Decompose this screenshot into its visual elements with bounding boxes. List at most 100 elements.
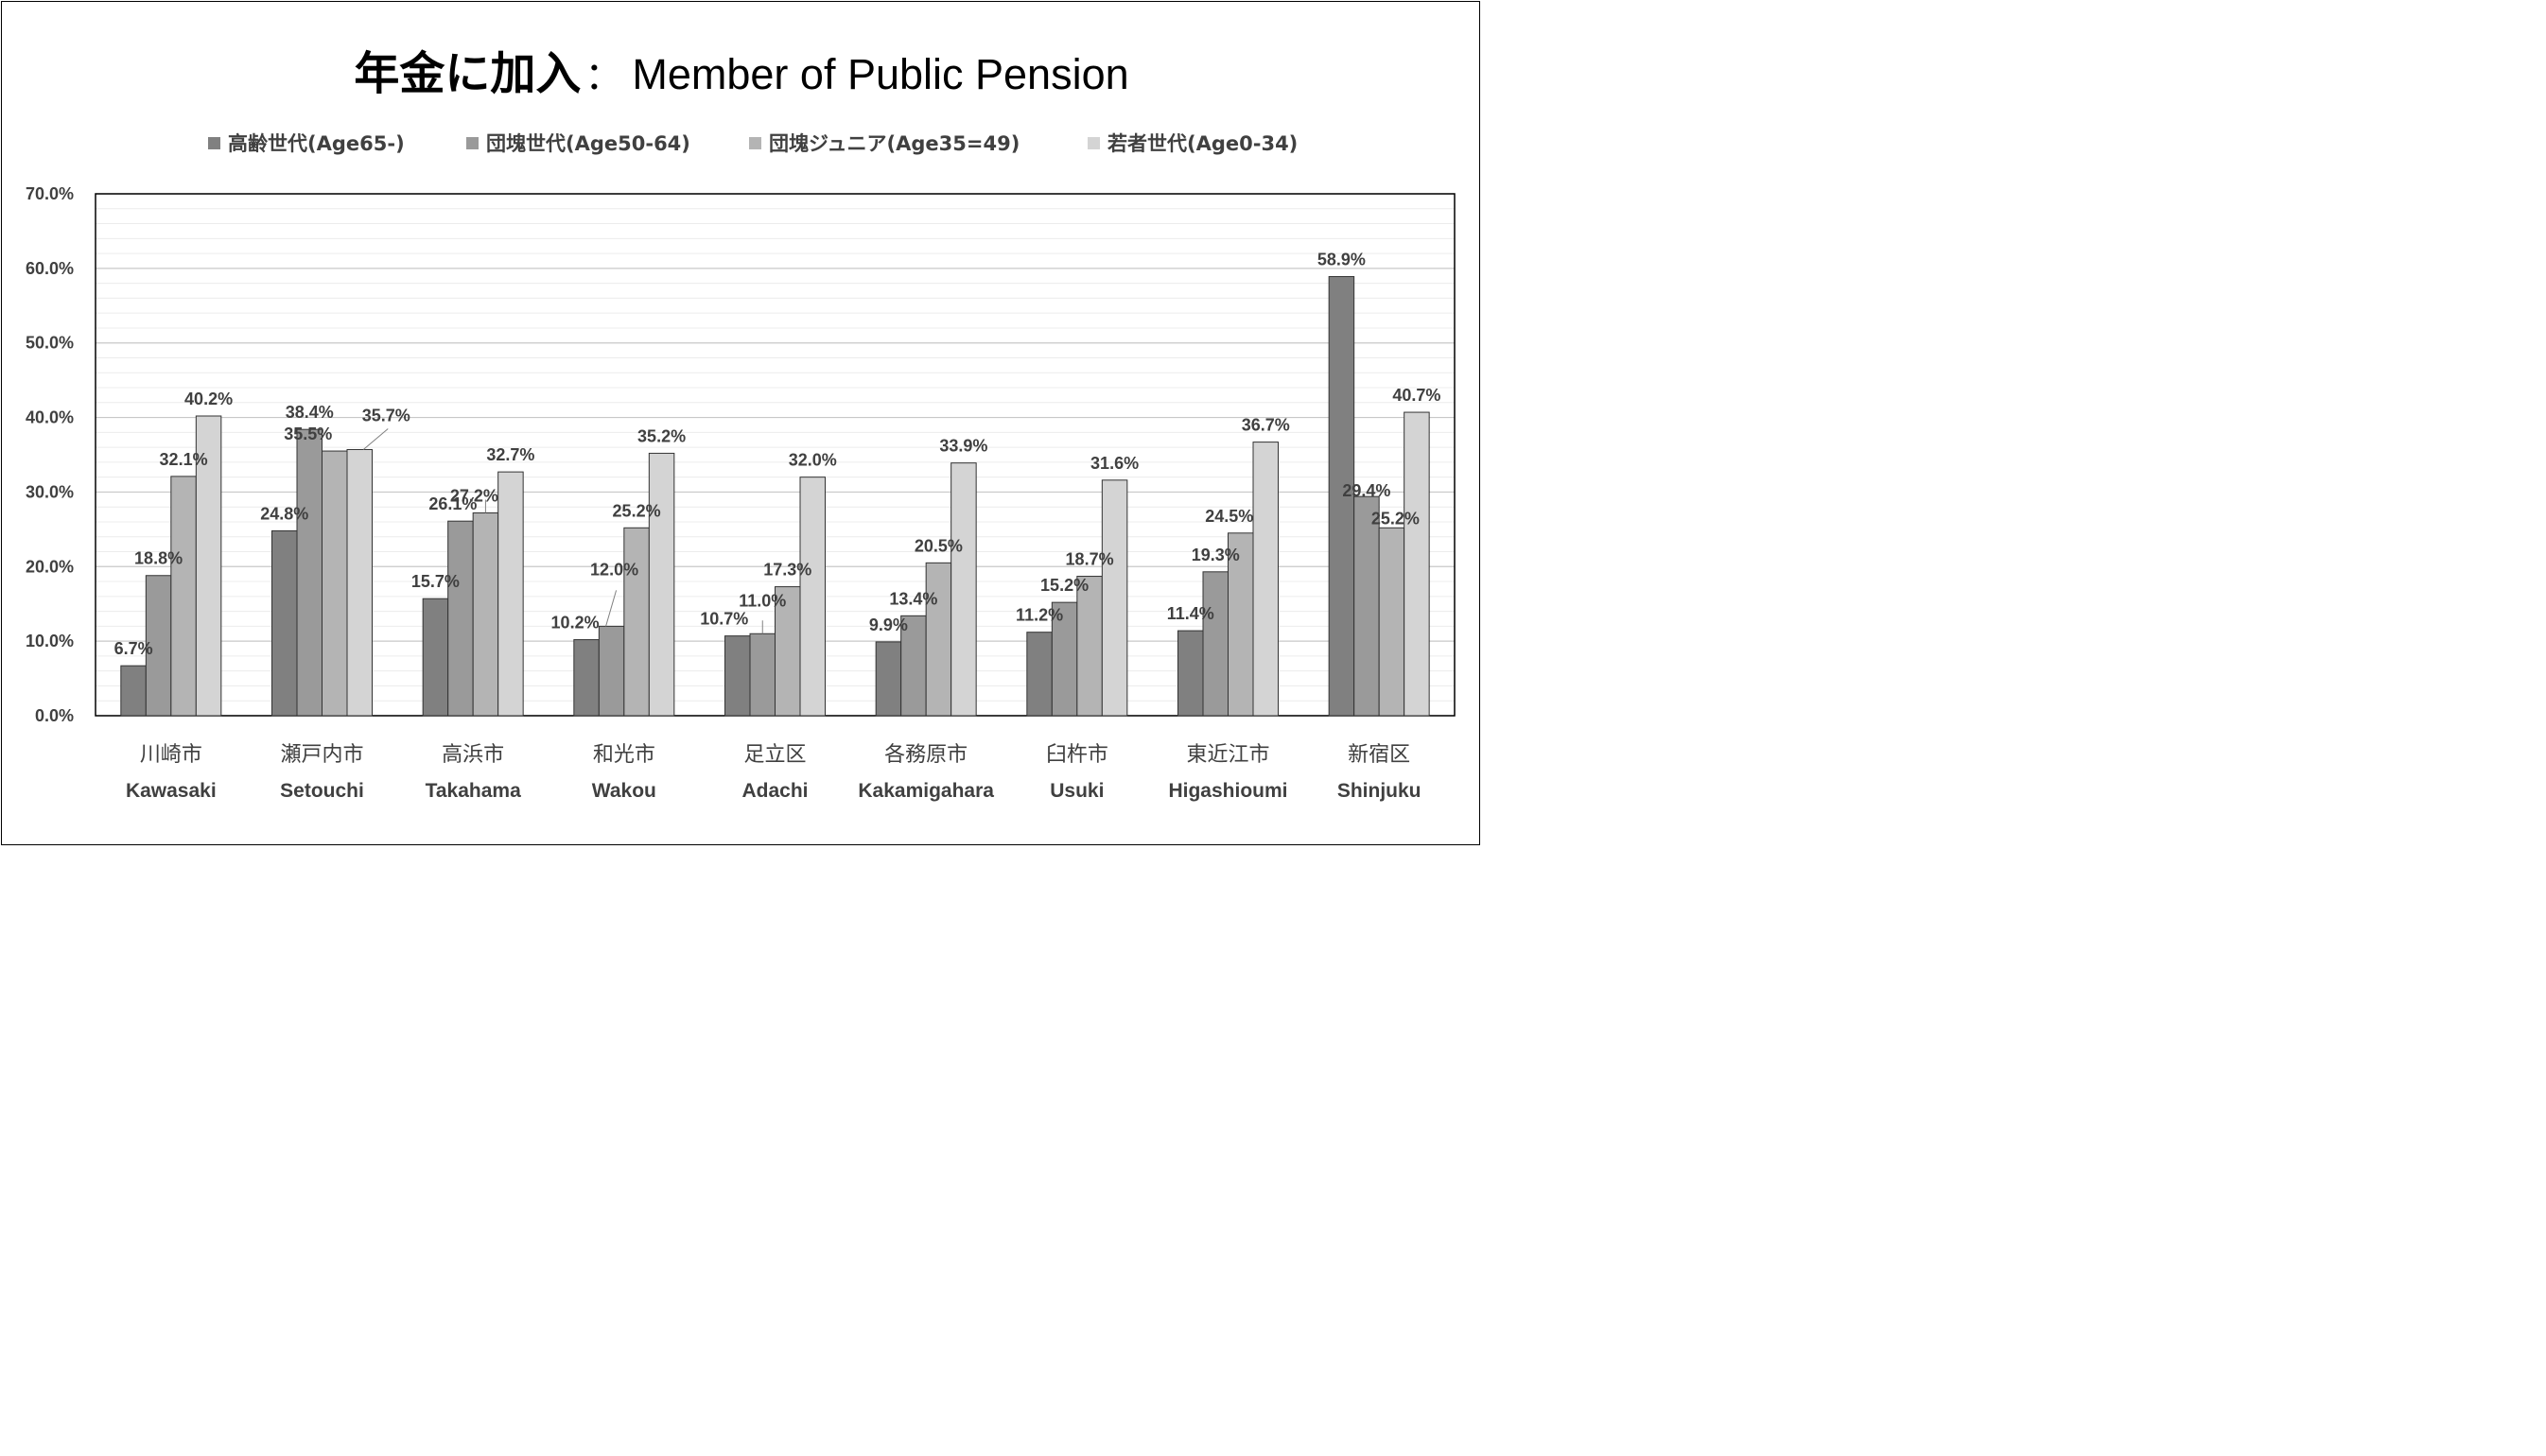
bar: [775, 586, 801, 717]
chart-title-separator: ：: [584, 55, 623, 98]
legend-label: 団塊ジュニア(Age35=49): [769, 132, 1020, 155]
data-label: 35.5%: [284, 425, 332, 443]
data-label: 20.5%: [915, 536, 963, 555]
chart-title-en: Member of Public Pension: [632, 50, 1129, 98]
data-label: 9.9%: [869, 615, 908, 634]
legend-item-age0-34: 若者世代(Age0-34): [1088, 129, 1298, 157]
bar: [296, 428, 323, 717]
data-label: 27.2%: [450, 487, 498, 506]
x-category-label-en: Kawasaki: [126, 780, 217, 802]
data-label: 58.9%: [1317, 251, 1366, 269]
data-label: 19.3%: [1192, 546, 1240, 564]
bar: [1328, 276, 1355, 717]
data-label: 25.2%: [1371, 509, 1420, 528]
bar: [1026, 632, 1053, 717]
bar: [1252, 442, 1279, 717]
legend-swatch: [466, 136, 479, 149]
x-category-label-jp: 和光市: [593, 743, 655, 767]
bar: [598, 625, 625, 717]
y-tick-label: 0.0%: [35, 706, 74, 725]
data-label: 17.3%: [763, 561, 811, 580]
bar: [195, 415, 222, 717]
bar: [472, 512, 499, 717]
bar: [900, 615, 927, 717]
bar: [120, 665, 147, 717]
data-label: 6.7%: [114, 639, 153, 658]
data-label: 11.0%: [739, 591, 786, 610]
bar: [497, 471, 524, 717]
x-category-label-en: Kakamigahara: [858, 780, 994, 802]
bar: [724, 635, 751, 717]
bar: [1228, 532, 1254, 717]
x-category-label-en: Takahama: [426, 780, 521, 802]
data-label: 18.8%: [134, 549, 183, 568]
data-label: 29.4%: [1342, 481, 1390, 500]
x-category-label-en: Usuki: [1050, 780, 1104, 802]
data-label: 32.0%: [789, 451, 837, 470]
legend-item-age35-49: 団塊ジュニア(Age35=49): [749, 129, 1020, 157]
data-label: 10.7%: [700, 610, 748, 629]
x-category-label-en: Higashioumi: [1168, 780, 1287, 802]
y-tick-label: 70.0%: [26, 184, 74, 203]
bar: [447, 520, 474, 717]
data-label: 11.2%: [1016, 606, 1063, 625]
bar: [1202, 571, 1229, 717]
x-category-label-en: Adachi: [741, 780, 808, 802]
data-label: 26.1%: [428, 494, 477, 513]
x-category-label-jp: 川崎市: [140, 743, 202, 767]
bar: [875, 641, 902, 717]
x-category-label-jp: 東近江市: [1186, 743, 1269, 767]
data-label: 31.6%: [1090, 454, 1139, 473]
bar: [145, 575, 172, 717]
y-tick-label: 60.0%: [26, 259, 74, 278]
legend-label: 高齢世代(Age65-): [228, 132, 405, 155]
data-label: 12.0%: [590, 560, 638, 579]
data-label: 15.2%: [1040, 576, 1089, 595]
bar: [648, 452, 675, 717]
legend-swatch: [208, 136, 220, 149]
data-label: 38.4%: [286, 403, 334, 422]
data-label: 18.7%: [1066, 550, 1114, 569]
bar: [749, 633, 776, 717]
bar: [799, 477, 826, 717]
data-label: 32.1%: [160, 450, 208, 469]
legend-label: 若者世代(Age0-34): [1107, 132, 1299, 155]
bar: [322, 450, 348, 717]
leader-line: [605, 590, 618, 627]
bar: [1378, 527, 1405, 717]
data-label: 32.7%: [486, 445, 534, 464]
y-tick-label: 20.0%: [26, 557, 74, 576]
plot-area: 0.0% 10.0% 20.0% 30.0% 40.0% 50.0% 60.0% 70.0% 川…: [26, 184, 1456, 802]
y-tick-label: 40.0%: [26, 408, 74, 427]
x-category-label-en: Wakou: [592, 780, 656, 802]
legend-item-age65: 高齢世代(Age65-): [208, 129, 405, 157]
bar: [1076, 576, 1103, 717]
data-label: 24.8%: [260, 504, 308, 523]
x-category-label-jp: 各務原市: [884, 743, 968, 767]
x-category-label-jp: 瀬戸内市: [280, 743, 363, 767]
legend: 高齢世代(Age65-) 団塊世代(Age50-64) 団塊ジュニア(Age35…: [0, 129, 1483, 157]
bar: [271, 529, 298, 717]
x-category-label-jp: 足立区: [743, 743, 806, 767]
data-label: 11.4%: [1167, 604, 1214, 623]
data-label: 25.2%: [613, 501, 661, 520]
bar: [1353, 495, 1380, 717]
bar: [950, 462, 977, 717]
bar: [422, 598, 449, 717]
bar: [925, 562, 952, 717]
data-label: 24.5%: [1205, 507, 1253, 526]
data-label: 40.7%: [1392, 386, 1440, 405]
data-label: 35.2%: [637, 426, 686, 445]
y-tick-label: 10.0%: [26, 632, 74, 650]
bar: [573, 639, 600, 717]
bar: [346, 448, 373, 717]
chart-title: 年金に加入： Member of Public Pension: [0, 36, 1483, 102]
legend-swatch: [1088, 136, 1100, 149]
y-tick-label: 50.0%: [26, 334, 74, 353]
y-tick-label: 30.0%: [26, 482, 74, 501]
x-category-label-en: Setouchi: [280, 780, 364, 802]
legend-swatch: [749, 136, 761, 149]
x-category-label-en: Shinjuku: [1337, 780, 1421, 802]
bar: [1101, 479, 1128, 717]
legend-item-age50-64: 団塊世代(Age50-64): [466, 129, 690, 157]
